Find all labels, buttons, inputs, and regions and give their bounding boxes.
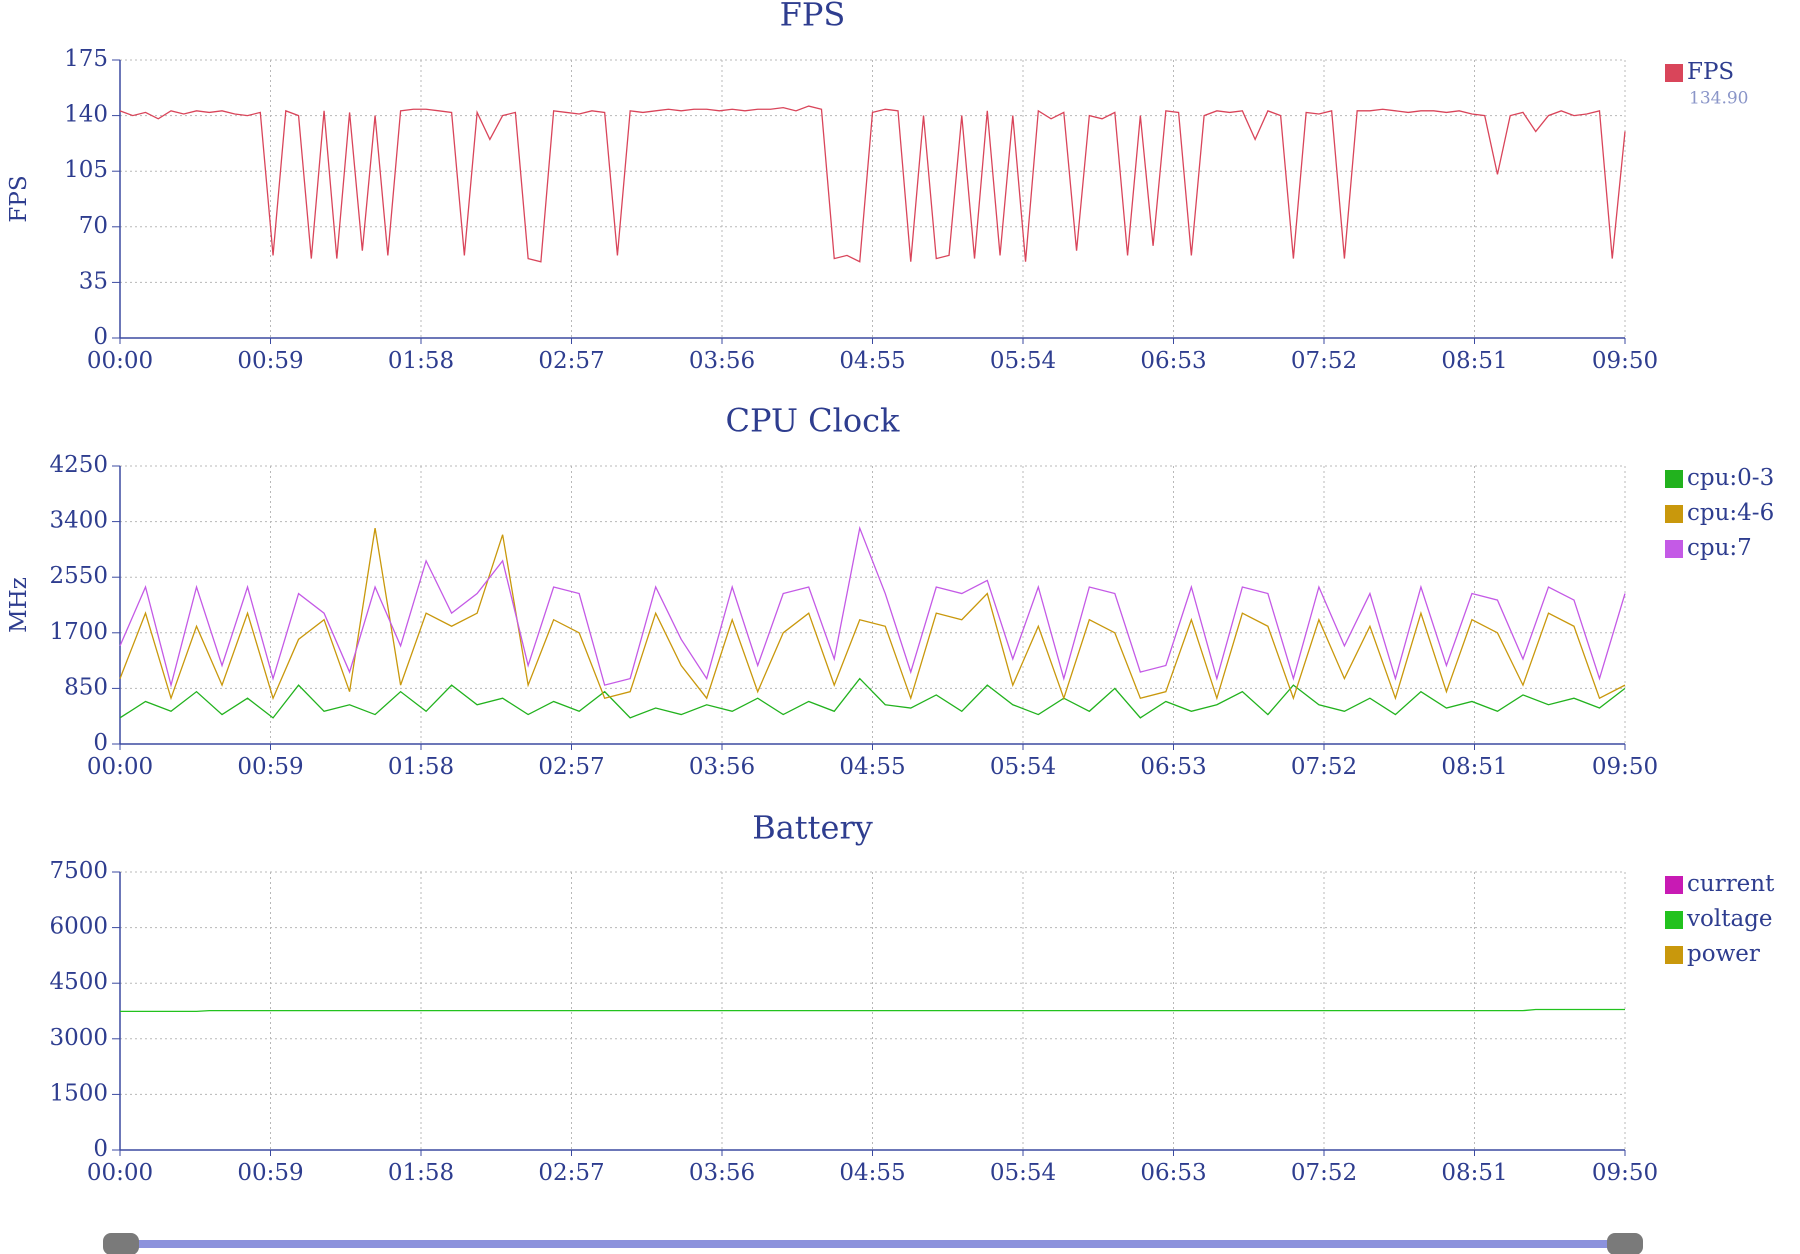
y-tick-label: 70	[79, 213, 108, 239]
x-tick-label: 04:55	[839, 1160, 905, 1186]
x-tick-label: 02:57	[538, 1160, 604, 1186]
series-line	[119, 528, 1626, 701]
chart-title: FPS	[780, 0, 846, 34]
x-tick-label: 07:52	[1291, 754, 1357, 780]
x-tick-label: 00:00	[87, 754, 153, 780]
y-tick-label: 0	[93, 730, 108, 756]
range-slider[interactable]	[103, 1233, 1643, 1254]
y-tick-label: 1500	[49, 1080, 108, 1106]
x-tick-label: 02:57	[538, 348, 604, 374]
x-tick-label: 00:59	[237, 1160, 303, 1186]
legend-swatch	[1665, 876, 1683, 894]
x-tick-label: 08:51	[1441, 754, 1507, 780]
legend-label[interactable]: cpu:7	[1687, 535, 1752, 561]
y-tick-label: 35	[79, 268, 108, 294]
legend-label[interactable]: FPS	[1687, 59, 1734, 85]
y-tick-label: 140	[64, 102, 108, 128]
y-tick-label: 3000	[49, 1025, 108, 1051]
x-tick-label: 01:58	[388, 754, 454, 780]
y-tick-label: 1700	[49, 619, 108, 645]
x-tick-label: 06:53	[1140, 348, 1206, 374]
y-tick-label: 2550	[49, 563, 108, 589]
y-tick-label: 6000	[49, 914, 108, 940]
series-line	[119, 525, 1626, 688]
legend-swatch	[1665, 505, 1683, 523]
x-tick-label: 00:59	[237, 754, 303, 780]
y-tick-label: 7500	[49, 858, 108, 884]
x-tick-label: 08:51	[1441, 1160, 1507, 1186]
x-tick-label: 02:57	[538, 754, 604, 780]
x-tick-label: 00:59	[237, 348, 303, 374]
y-tick-label: 0	[93, 324, 108, 350]
y-tick-label: 4500	[49, 969, 108, 995]
slider-track[interactable]	[120, 1240, 1625, 1248]
x-tick-label: 04:55	[839, 754, 905, 780]
legend-swatch	[1665, 946, 1683, 964]
legend-label[interactable]: cpu:0-3	[1687, 465, 1774, 491]
y-tick-label: 850	[64, 674, 108, 700]
series-line	[119, 677, 1626, 719]
x-tick-label: 06:53	[1140, 1160, 1206, 1186]
x-tick-label: 01:58	[388, 348, 454, 374]
legend-label[interactable]: cpu:4-6	[1687, 500, 1774, 526]
y-tick-label: 0	[93, 1136, 108, 1162]
legend-average: 134.90	[1689, 89, 1748, 109]
x-tick-label: 03:56	[689, 1160, 755, 1186]
legend-swatch	[1665, 470, 1683, 488]
y-tick-label: 105	[64, 157, 108, 183]
legend-label[interactable]: voltage	[1686, 906, 1773, 932]
y-axis-label: FPS	[6, 175, 32, 222]
slider-handle-right[interactable]	[1607, 1233, 1643, 1254]
chart-title: Battery	[752, 809, 873, 847]
legend-label[interactable]: power	[1687, 941, 1760, 967]
x-tick-label: 05:54	[990, 1160, 1056, 1186]
y-tick-label: 175	[64, 46, 108, 72]
x-tick-label: 01:58	[388, 1160, 454, 1186]
legend-swatch	[1665, 911, 1683, 929]
x-tick-label: 08:51	[1441, 348, 1507, 374]
x-tick-label: 06:53	[1140, 754, 1206, 780]
slider-handle-left[interactable]	[103, 1233, 139, 1254]
x-tick-label: 07:52	[1291, 348, 1357, 374]
x-tick-label: 09:50	[1592, 348, 1658, 374]
y-tick-label: 4250	[49, 452, 108, 478]
series-line	[120, 1008, 1625, 1013]
legend-label[interactable]: current	[1687, 871, 1775, 897]
y-axis-label: MHz	[6, 577, 32, 633]
legend-swatch	[1665, 64, 1683, 82]
y-tick-label: 3400	[49, 508, 108, 534]
x-tick-label: 05:54	[990, 754, 1056, 780]
x-tick-label: 00:00	[87, 348, 153, 374]
x-tick-label: 04:55	[839, 348, 905, 374]
x-tick-label: 09:50	[1592, 754, 1658, 780]
x-tick-label: 07:52	[1291, 1160, 1357, 1186]
x-tick-label: 03:56	[689, 754, 755, 780]
chart-title: CPU Clock	[726, 402, 901, 440]
legend-swatch	[1665, 540, 1683, 558]
x-tick-label: 05:54	[990, 348, 1056, 374]
x-tick-label: 03:56	[689, 348, 755, 374]
x-tick-label: 00:00	[87, 1160, 153, 1186]
series-line	[119, 105, 1626, 263]
x-tick-label: 09:50	[1592, 1160, 1658, 1186]
